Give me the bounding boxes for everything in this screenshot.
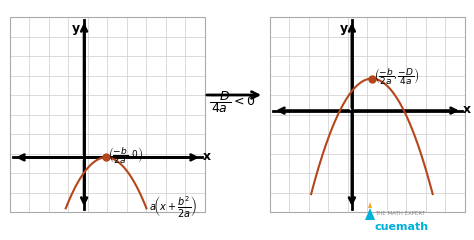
Text: THE MATH EXPERT: THE MATH EXPERT bbox=[375, 211, 425, 216]
Bar bbox=[10, 17, 205, 212]
Text: $\left(\dfrac{-b}{2a},0\right)$: $\left(\dfrac{-b}{2a},0\right)$ bbox=[108, 145, 144, 166]
Bar bbox=[270, 17, 465, 212]
Polygon shape bbox=[365, 208, 375, 220]
Text: $\dfrac{-D}{4a} < 0$: $\dfrac{-D}{4a} < 0$ bbox=[209, 89, 255, 115]
Text: x: x bbox=[463, 103, 471, 116]
Text: x: x bbox=[203, 150, 211, 163]
Text: $a\!\left(x+\dfrac{b^2}{2a}\right)$: $a\!\left(x+\dfrac{b^2}{2a}\right)$ bbox=[149, 194, 197, 219]
Text: y: y bbox=[340, 22, 348, 35]
Text: cuemath: cuemath bbox=[375, 222, 429, 232]
Text: $\left(\dfrac{-b}{2a},\dfrac{-D}{4a}\right)$: $\left(\dfrac{-b}{2a},\dfrac{-D}{4a}\rig… bbox=[374, 66, 419, 87]
Polygon shape bbox=[368, 202, 372, 208]
Text: y: y bbox=[72, 22, 80, 35]
